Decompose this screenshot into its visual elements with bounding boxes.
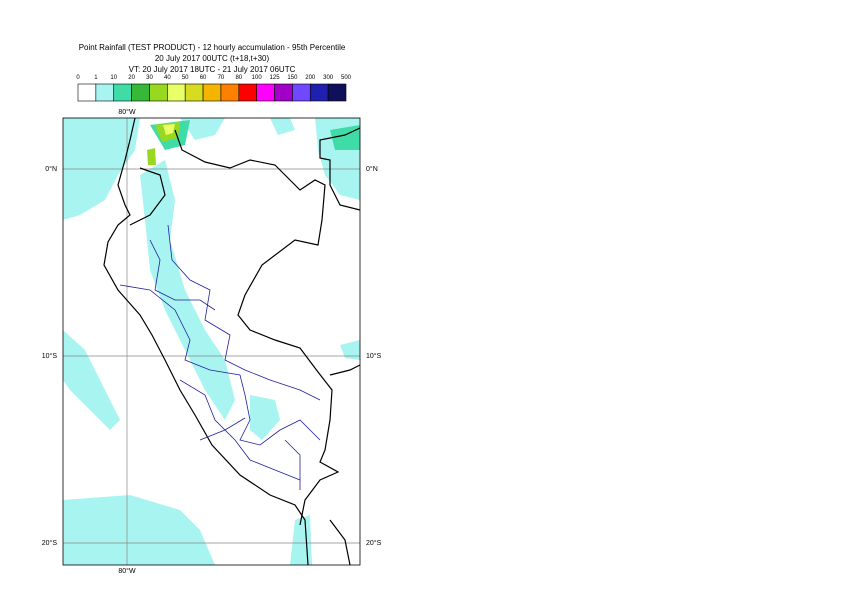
colorbar-box	[274, 83, 293, 102]
lat-label: 20°S	[366, 539, 382, 547]
colorbar-box	[167, 83, 186, 102]
colorbar-box	[220, 83, 240, 102]
colorbar-box	[184, 83, 204, 102]
map: 80°W 80°W 0°N 0°N 10°S 10°S 20°S 20°S	[42, 108, 382, 575]
colorbar-label: 50	[182, 75, 189, 81]
colorbar-label: 150	[287, 75, 298, 81]
colorbar-box	[77, 83, 97, 102]
colorbar-label: 125	[270, 75, 281, 81]
colorbar-label: 40	[164, 75, 171, 81]
colorbar-label: 100	[252, 75, 263, 81]
colorbar-box	[131, 83, 150, 102]
lon-label: 80°W	[118, 567, 136, 575]
colorbar-box	[202, 83, 222, 102]
lat-label: 0°N	[366, 165, 378, 173]
colorbar-box	[292, 83, 311, 102]
colorbar-label: 60	[200, 75, 207, 81]
colorbar-box	[238, 83, 257, 102]
colorbar-box	[113, 83, 132, 102]
lon-label: 80°W	[118, 108, 136, 116]
colorbar-box	[309, 83, 329, 102]
colorbar: 0 1 10 20 30 40 50 60 70 80 100 125 150 200 300 500	[76, 75, 352, 102]
lat-label: 0°N	[45, 165, 57, 173]
colorbar-box	[149, 83, 168, 102]
admin-boundaries	[119, 224, 321, 490]
graticule	[63, 118, 360, 565]
lat-label: 10°S	[366, 352, 382, 360]
colorbar-label: 20	[128, 75, 135, 81]
colorbar-label: 10	[110, 75, 117, 81]
colorbar-label: 200	[305, 75, 316, 81]
rain-areas	[63, 118, 360, 565]
lat-label: 10°S	[42, 352, 58, 360]
colorbar-label: 300	[323, 75, 334, 81]
colorbar-label: 500	[341, 75, 352, 81]
colorbar-label: 80	[235, 75, 242, 81]
run-time: 20 July 2017 00UTC (t+18,t+30)	[155, 54, 270, 63]
title: Point Rainfall (TEST PRODUCT) - 12 hourl…	[79, 43, 346, 52]
colorbar-box	[95, 83, 115, 102]
colorbar-label: 70	[218, 75, 225, 81]
lat-label: 20°S	[42, 539, 58, 547]
colorbar-box	[327, 83, 347, 102]
map-frame	[62, 117, 361, 566]
colorbar-label: 30	[146, 75, 153, 81]
valid-time: VT: 20 July 2017 18UTC - 21 July 2017 06…	[129, 65, 296, 74]
colorbar-box	[256, 83, 275, 102]
colorbar-label: 1	[94, 75, 98, 81]
colorbar-label: 0	[76, 75, 80, 81]
coastline	[103, 117, 361, 566]
